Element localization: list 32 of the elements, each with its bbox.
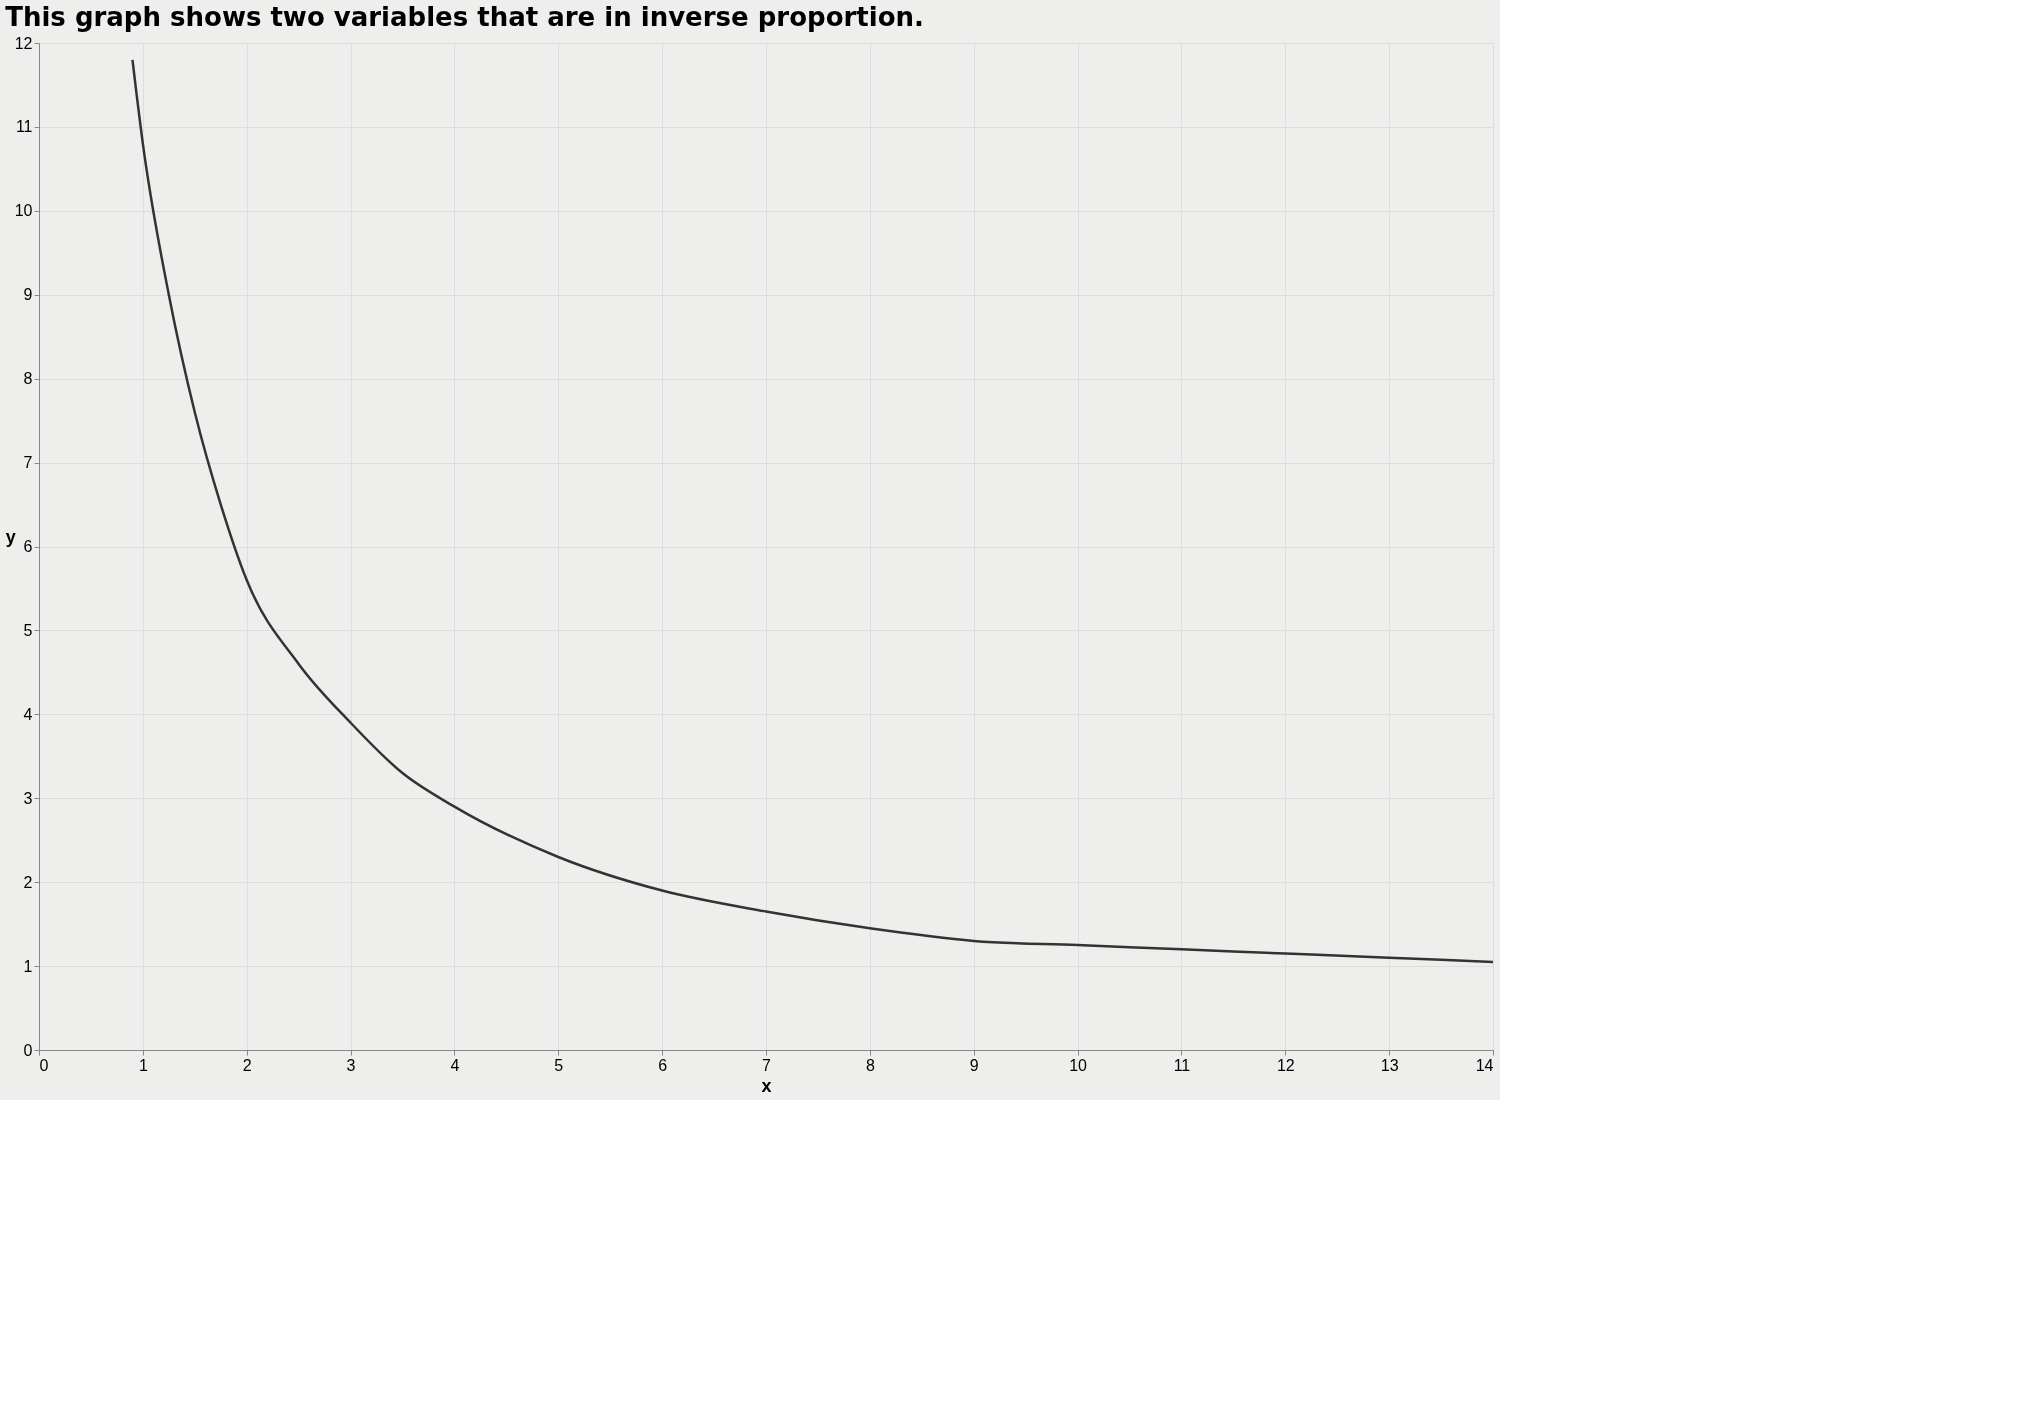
x-tick-label: 0	[39, 1056, 49, 1074]
x-tick-label: 4	[450, 1056, 460, 1074]
x-tick-label: 13	[1380, 1056, 1399, 1074]
y-tick-label: 12	[14, 34, 33, 52]
x-tick-label: 6	[658, 1056, 668, 1074]
x-tick-label: 12	[1276, 1056, 1295, 1074]
y-tick-label: 2	[23, 873, 33, 891]
y-tick-label: 0	[23, 1041, 33, 1059]
y-tick-label: 5	[23, 621, 33, 639]
x-tick-label: 1	[138, 1056, 148, 1074]
y-tick-label: 3	[23, 789, 33, 807]
chart-title: This graph shows two variables that are in inverse proportion.	[5, 2, 924, 32]
y-tick-label: 7	[23, 454, 33, 472]
x-tick-label: 5	[554, 1056, 564, 1074]
y-tick-label: 10	[14, 202, 33, 220]
x-tick-label: 7	[762, 1056, 772, 1074]
x-tick-label: 3	[346, 1056, 356, 1074]
y-tick-label: 8	[23, 370, 33, 388]
x-tick-label: 9	[969, 1056, 979, 1074]
x-tick-label: 14	[1475, 1056, 1494, 1074]
x-tick-label: 2	[242, 1056, 252, 1074]
y-tick-label: 6	[23, 538, 33, 555]
y-tick-label: 4	[23, 705, 33, 723]
y-axis-title: y	[5, 527, 16, 547]
y-tick-label: 1	[23, 957, 33, 975]
y-tick-label: 9	[23, 286, 33, 304]
x-tick-label: 10	[1069, 1056, 1088, 1074]
line-series	[131, 58, 1495, 964]
x-tick-label: 11	[1173, 1056, 1191, 1074]
x-tick-label: 8	[865, 1056, 875, 1074]
y-tick-label: 11	[15, 118, 33, 136]
x-axis-title: x	[761, 1075, 772, 1096]
